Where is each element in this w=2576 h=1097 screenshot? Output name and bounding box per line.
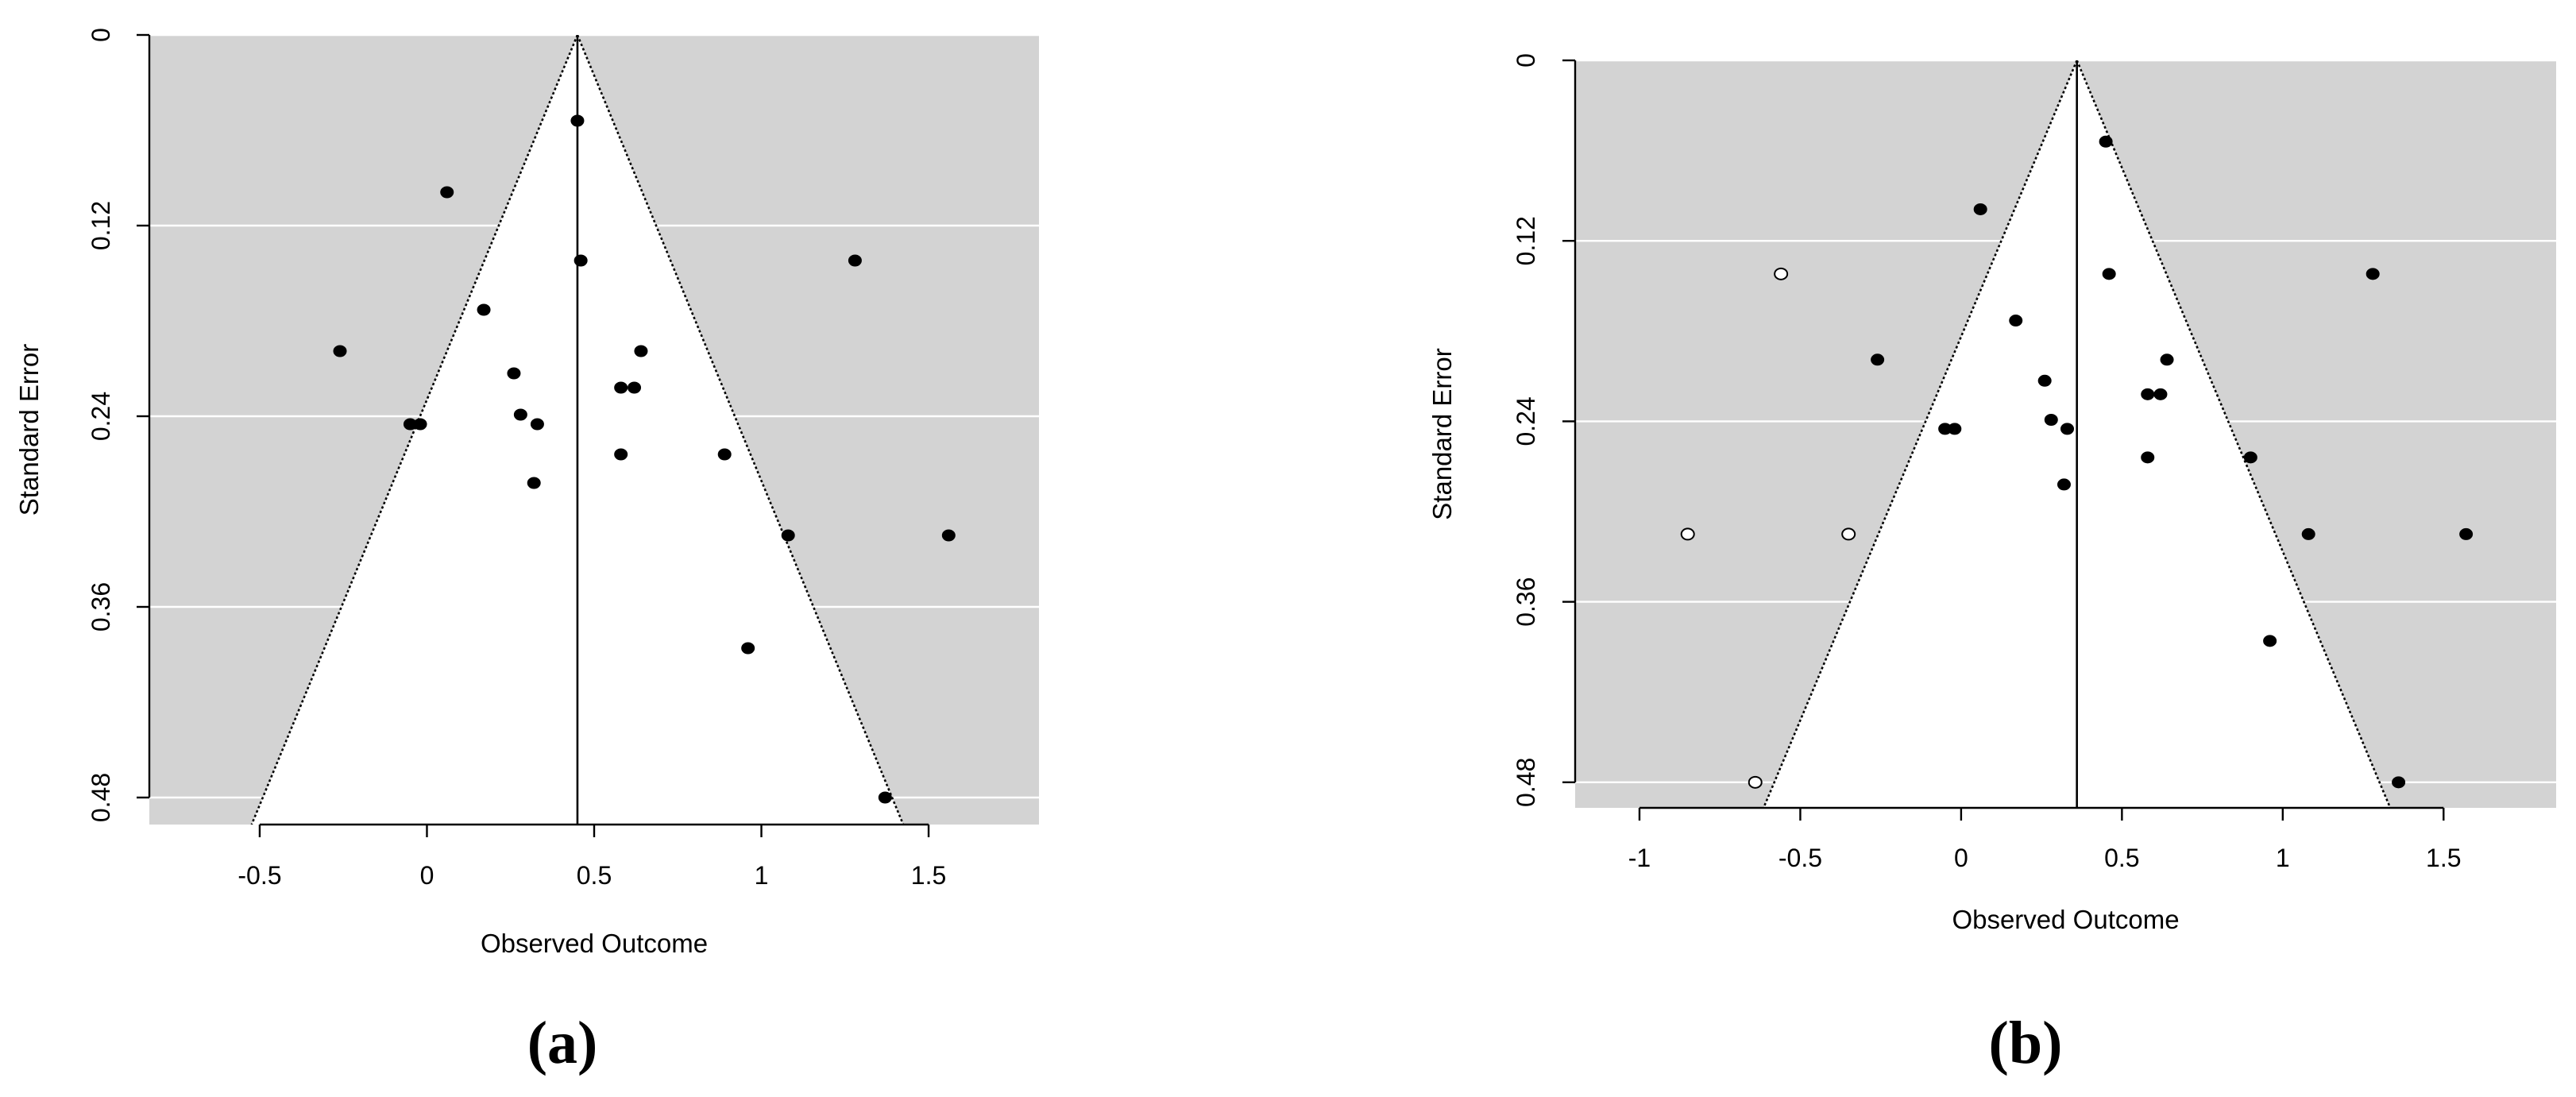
observed-point [2153,388,2168,400]
observed-point [440,186,454,199]
observed-point [2301,527,2315,540]
x-tick-label: 1.5 [911,861,946,890]
observed-point [2243,451,2257,464]
y-axis-label: Standard Error [14,344,44,516]
observed-point [1871,353,1885,366]
funnel-panel-b: 0 0.12 0.24 0.36 0.48 -1 -0.5 0 0.5 1 1.5 Observed … [1427,53,2556,1076]
funnel-edge-left [1763,60,2078,808]
plot-area [1575,60,2556,808]
funnel-panel-a: 0 0.12 0.24 0.36 0.48 -0.5 0 0.5 1 1.5 Observed Ou… [14,28,1039,1076]
funnel-edge-right [2076,60,2392,808]
y-tick-label: 0.12 [87,201,115,250]
observed-point [2102,268,2116,280]
y-tick-label: 0.36 [87,582,115,632]
x-tick-label: 0.5 [2104,844,2139,872]
funnel-edge-right [576,35,905,825]
observed-point [614,381,628,394]
observed-point [848,254,862,267]
observed-point [2060,423,2075,435]
y-axis-label: Standard Error [1427,348,1457,520]
x-axis-label: Observed Outcome [481,929,708,958]
observed-point [634,345,648,357]
y-tick-label: 0 [1512,53,1540,68]
x-tick-label: -1 [1628,844,1651,872]
y-tick-label: 0.36 [1512,577,1540,626]
x-tick-label: -0.5 [238,861,281,890]
observed-point [628,381,642,394]
x-tick-label: 1.5 [2426,844,2461,872]
observed-point [2366,268,2380,280]
observed-point [878,791,892,804]
observed-point [1948,423,1962,435]
observed-point [527,477,541,489]
observed-point [2099,135,2113,148]
observed-point [741,642,755,655]
observed-point [2037,374,2052,387]
imputed-point [1774,267,1789,280]
observed-point [477,303,491,316]
y-tick-label: 0.48 [1512,758,1540,807]
panel-label: (a) [527,1010,598,1076]
y-tick-label: 0.24 [87,392,115,441]
y-tick-label: 0 [87,28,115,42]
x-tick-label: 1 [2276,844,2290,872]
y-tick-label: 0.12 [1512,216,1540,265]
observed-point [614,448,628,461]
observed-point [1973,203,1987,215]
observed-point [781,529,795,542]
x-axis-label: Observed Outcome [1952,905,2179,934]
plot-area [149,35,1039,825]
x-tick-label: 0 [420,861,434,890]
observed-point [2044,414,2058,427]
observed-point [413,418,427,431]
funnel-edge-left [250,35,579,825]
observed-point [513,408,527,421]
observed-point [507,367,521,380]
observed-point [717,448,732,461]
imputed-point [1748,775,1763,789]
x-tick-label: 0.5 [577,861,612,890]
y-tick-label: 0.48 [87,773,115,822]
x-tick-label: 0 [1954,844,1968,872]
x-tick-label: -0.5 [1778,844,1822,872]
observed-point [2263,635,2277,647]
x-tick-label: 1 [755,861,769,890]
y-tick-label: 0.24 [1512,396,1540,446]
observed-point [530,418,544,431]
observed-point [2009,315,2023,327]
observed-point [570,114,585,127]
imputed-point [1680,527,1695,541]
observed-point [333,345,347,357]
observed-point [941,529,956,542]
panel-label: (b) [1989,1010,2063,1076]
observed-point [2141,451,2155,464]
observed-point [2057,478,2071,491]
imputed-point [1841,527,1856,541]
observed-point [2160,353,2174,366]
observed-point [2141,388,2155,400]
observed-point [2392,776,2406,789]
observed-point [574,254,588,267]
observed-point [2459,527,2474,540]
